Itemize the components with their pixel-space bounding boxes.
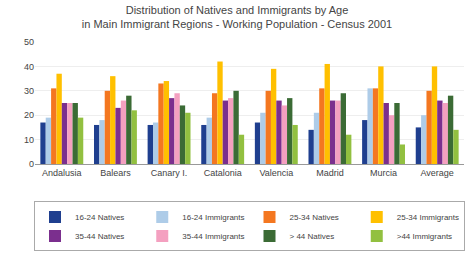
- svg-text:Catalonia: Catalonia: [204, 168, 242, 178]
- svg-text:Madrid: Madrid: [316, 168, 344, 178]
- svg-text:16-24 Immigrants: 16-24 Immigrants: [182, 213, 244, 222]
- svg-text:50: 50: [24, 37, 34, 47]
- svg-text:25-34 Natives: 25-34 Natives: [290, 213, 339, 222]
- svg-text:Average: Average: [421, 168, 454, 178]
- svg-text:Murcia: Murcia: [370, 168, 397, 178]
- svg-text:10: 10: [24, 135, 34, 145]
- svg-text:Valencia: Valencia: [259, 168, 293, 178]
- svg-text:40: 40: [24, 62, 34, 72]
- svg-text:25-34 Immigrants: 25-34 Immigrants: [397, 213, 459, 222]
- svg-text:0: 0: [29, 159, 34, 169]
- svg-text:> 44 Natives: > 44 Natives: [290, 232, 335, 241]
- svg-text:Canary I.: Canary I.: [151, 168, 188, 178]
- svg-text:20: 20: [24, 110, 34, 120]
- svg-text:16-24 Natives: 16-24 Natives: [75, 213, 124, 222]
- svg-text:Balears: Balears: [100, 168, 131, 178]
- svg-text:Andalusia: Andalusia: [42, 168, 82, 178]
- svg-text:35-44 Natives: 35-44 Natives: [75, 232, 124, 241]
- svg-text:Distribution of Natives and Im: Distribution of Natives and Immigrants b…: [82, 4, 392, 30]
- svg-text:>44 Immigrants: >44 Immigrants: [397, 232, 452, 241]
- svg-text:35-44 Immigrants: 35-44 Immigrants: [182, 232, 244, 241]
- svg-text:30: 30: [24, 86, 34, 96]
